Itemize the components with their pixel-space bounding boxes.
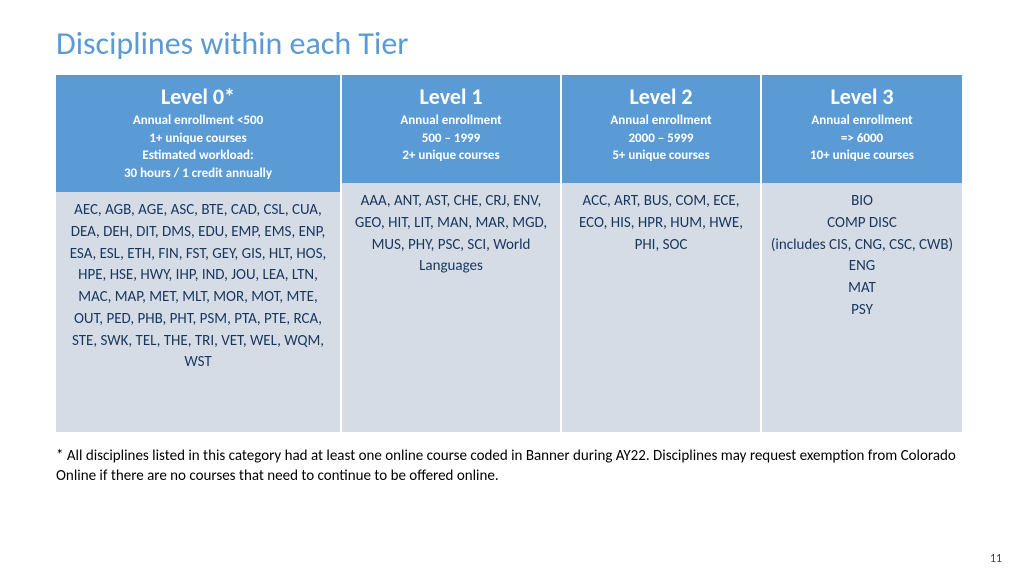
- tier-header: Level 3Annual enrollment => 6000 10+ uni…: [762, 75, 962, 183]
- tier-level-label: Level 1: [348, 83, 554, 110]
- tier-level-label: Level 0*: [62, 83, 334, 110]
- tier-level-label: Level 3: [768, 83, 956, 110]
- tier-column: Level 1Annual enrollment 500 – 1999 2+ u…: [342, 75, 562, 432]
- tier-column: Level 2Annual enrollment 2000 – 5999 5+ …: [562, 75, 762, 432]
- tier-table: Level 0*Annual enrollment <500 1+ unique…: [56, 75, 968, 432]
- tier-column: Level 3Annual enrollment => 6000 10+ uni…: [762, 75, 962, 432]
- tier-body: AAA, ANT, AST, CHE, CRJ, ENV, GEO, HIT, …: [342, 183, 560, 432]
- tier-level-label: Level 2: [568, 83, 754, 110]
- tier-subheader: Annual enrollment <500 1+ unique courses…: [62, 112, 334, 182]
- tier-header: Level 1Annual enrollment 500 – 1999 2+ u…: [342, 75, 560, 183]
- tier-header: Level 2Annual enrollment 2000 – 5999 5+ …: [562, 75, 760, 183]
- tier-subheader: Annual enrollment 500 – 1999 2+ unique c…: [348, 112, 554, 165]
- page-number: 11: [990, 552, 1002, 566]
- tier-header: Level 0*Annual enrollment <500 1+ unique…: [56, 75, 340, 192]
- tier-subheader: Annual enrollment => 6000 10+ unique cou…: [768, 112, 956, 165]
- tier-body: BIO COMP DISC (includes CIS, CNG, CSC, C…: [762, 183, 962, 432]
- footnote-text: * All disciplines listed in this categor…: [56, 446, 968, 487]
- tier-body: AEC, AGB, AGE, ASC, BTE, CAD, CSL, CUA, …: [56, 192, 340, 432]
- tier-column: Level 0*Annual enrollment <500 1+ unique…: [56, 75, 342, 432]
- tier-subheader: Annual enrollment 2000 – 5999 5+ unique …: [568, 112, 754, 165]
- slide: Disciplines within each Tier Level 0*Ann…: [0, 0, 1024, 487]
- slide-title: Disciplines within each Tier: [56, 24, 968, 63]
- tier-body: ACC, ART, BUS, COM, ECE, ECO, HIS, HPR, …: [562, 183, 760, 432]
